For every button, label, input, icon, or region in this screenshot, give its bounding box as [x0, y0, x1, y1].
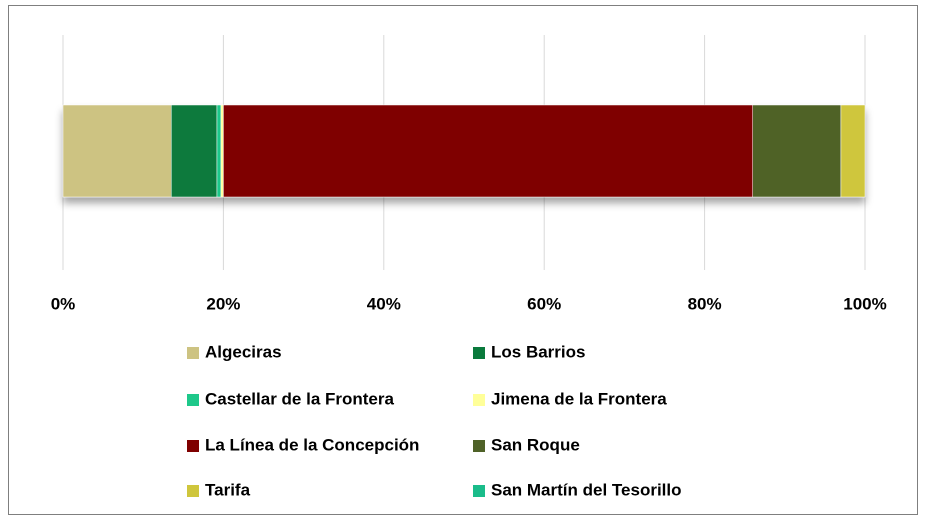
bar-segment — [216, 104, 222, 198]
x-tick-label: 20% — [206, 294, 240, 313]
x-tick-label: 80% — [688, 294, 722, 313]
legend-swatch — [187, 394, 199, 406]
bar-segment — [220, 104, 224, 198]
legend-label: Los Barrios — [491, 342, 585, 361]
x-tick-label: 100% — [843, 294, 886, 313]
legend-swatch — [473, 485, 485, 497]
bar-segment — [223, 104, 753, 198]
legend-label: Algeciras — [205, 342, 282, 361]
legend-swatch — [473, 394, 485, 406]
bar-segment — [62, 104, 172, 198]
bar-group — [62, 104, 866, 198]
legend-swatch — [473, 347, 485, 359]
bar-segment — [752, 104, 842, 198]
x-tick-label: 0% — [51, 294, 76, 313]
legend-label: Jimena de la Frontera — [491, 389, 667, 408]
bar-segment — [171, 104, 218, 198]
legend-label: Tarifa — [205, 480, 251, 499]
x-tick-label: 60% — [527, 294, 561, 313]
legend-label: San Martín del Tesorillo — [491, 480, 682, 499]
legend-swatch — [187, 347, 199, 359]
legend-label: La Línea de la Concepción — [205, 435, 419, 454]
legend-label: San Roque — [491, 435, 580, 454]
x-tick-label: 40% — [367, 294, 401, 313]
legend-label: Castellar de la Frontera — [205, 389, 395, 408]
legend-swatch — [473, 440, 485, 452]
legend-swatch — [187, 485, 199, 497]
chart-frame — [8, 5, 918, 515]
bar-segment — [840, 104, 866, 198]
legend-swatch — [187, 440, 199, 452]
